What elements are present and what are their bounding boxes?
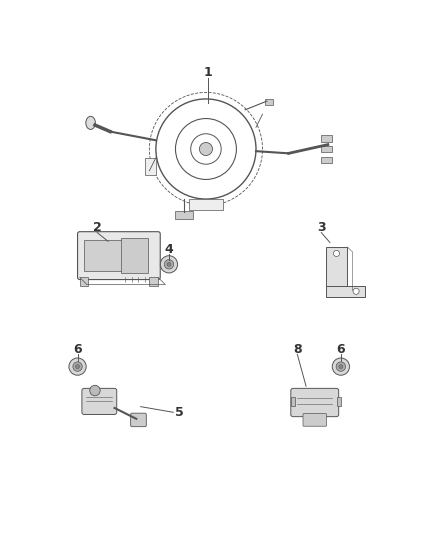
Circle shape	[167, 262, 171, 266]
Bar	[149, 277, 158, 286]
Circle shape	[160, 256, 177, 273]
Bar	[80, 277, 88, 286]
FancyBboxPatch shape	[78, 232, 160, 279]
Bar	[145, 158, 156, 175]
Bar	[176, 211, 193, 219]
Text: 2: 2	[93, 221, 102, 234]
Circle shape	[333, 251, 339, 256]
Bar	[325, 286, 365, 297]
Text: 5: 5	[176, 406, 184, 419]
Bar	[325, 247, 347, 286]
FancyBboxPatch shape	[131, 413, 146, 426]
Circle shape	[73, 362, 82, 372]
Circle shape	[332, 358, 350, 375]
Circle shape	[336, 362, 346, 372]
Text: 1: 1	[204, 66, 212, 79]
Bar	[291, 397, 295, 406]
Text: 3: 3	[317, 221, 325, 234]
Text: 6: 6	[73, 343, 82, 356]
Text: 8: 8	[293, 343, 302, 356]
Bar	[321, 135, 332, 142]
FancyBboxPatch shape	[291, 389, 339, 417]
Text: 6: 6	[336, 343, 345, 356]
Bar	[321, 147, 332, 152]
Bar	[84, 240, 123, 271]
Bar	[321, 157, 332, 163]
FancyBboxPatch shape	[82, 389, 117, 415]
Text: 4: 4	[165, 243, 173, 256]
Circle shape	[76, 365, 80, 368]
Circle shape	[164, 260, 173, 269]
FancyBboxPatch shape	[303, 414, 326, 426]
Ellipse shape	[86, 116, 95, 130]
Circle shape	[353, 288, 359, 294]
Circle shape	[339, 365, 343, 368]
Bar	[121, 238, 148, 273]
Circle shape	[90, 385, 100, 396]
Bar	[336, 397, 341, 406]
Circle shape	[69, 358, 86, 375]
Bar	[265, 99, 273, 106]
Bar	[188, 199, 223, 210]
Circle shape	[199, 142, 212, 156]
